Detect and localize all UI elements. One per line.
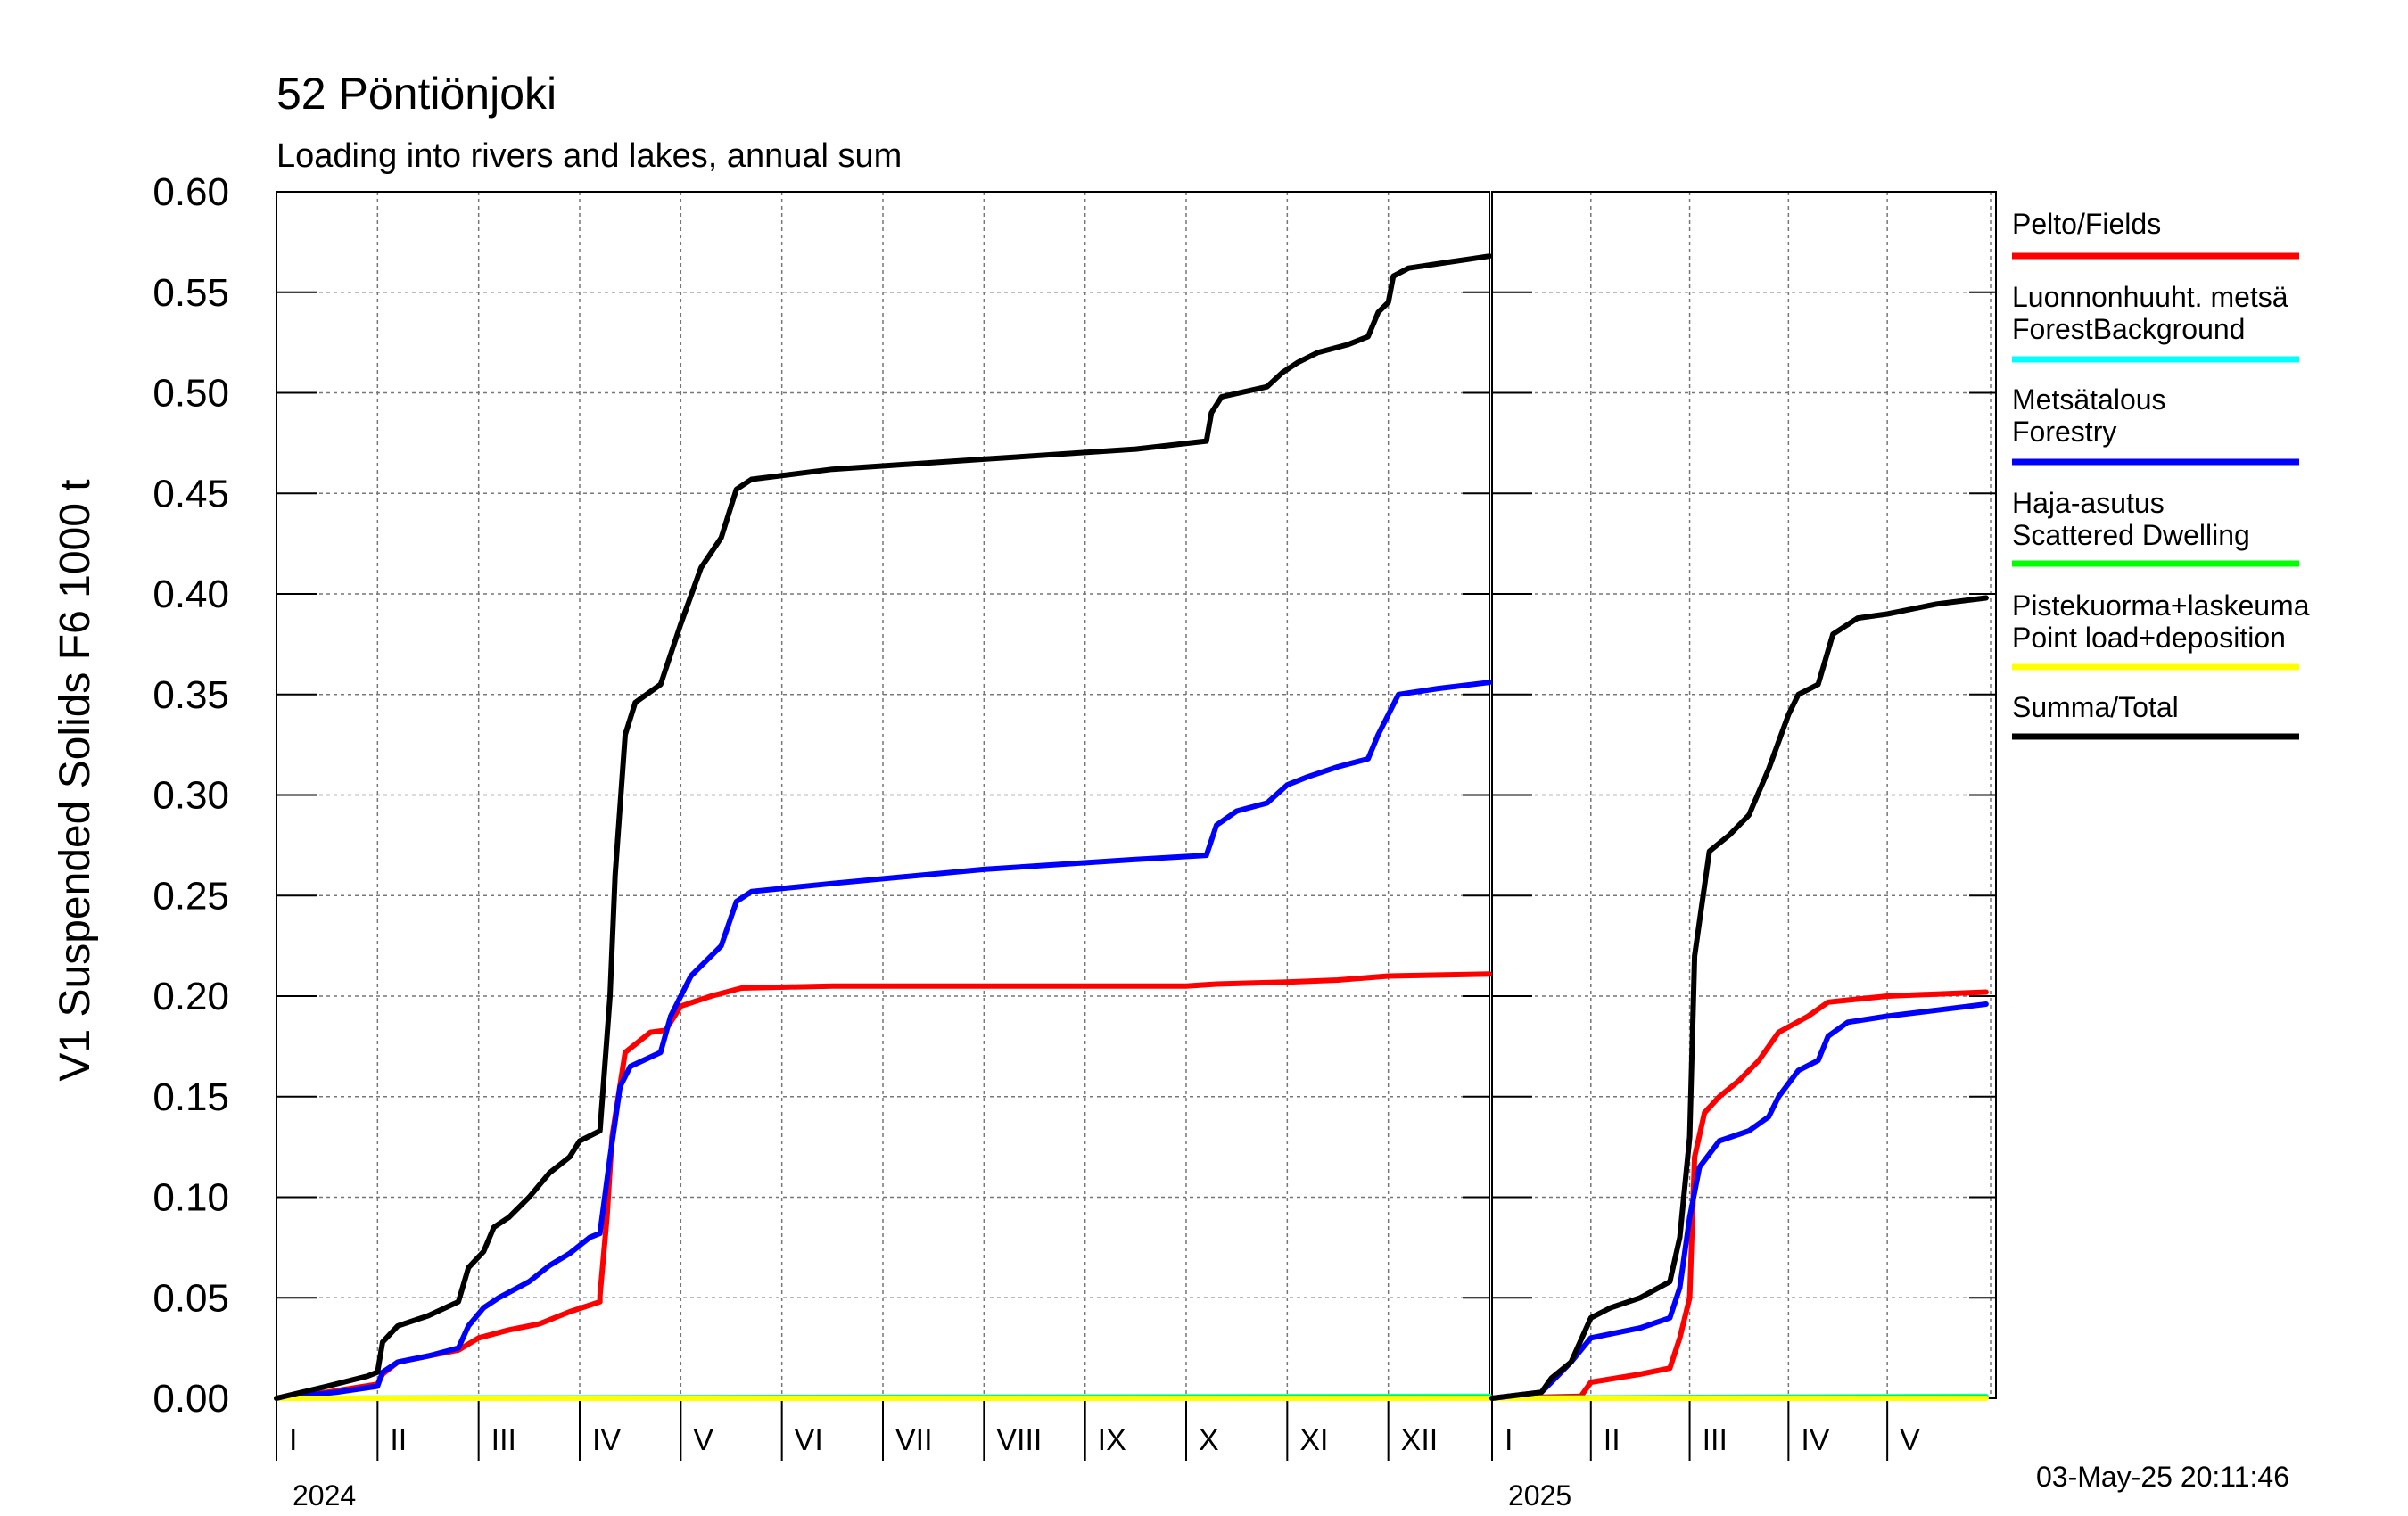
y-tick-label: 0.10 — [153, 1176, 229, 1220]
legend-label: ForestBackground — [2012, 313, 2245, 345]
month-label: VIII — [996, 1423, 1042, 1457]
timestamp: 03-May-25 20:11:46 — [2036, 1461, 2289, 1493]
y-tick-label: 0.50 — [153, 372, 229, 416]
month-label: IV — [1801, 1423, 1829, 1457]
y-tick-label: 0.20 — [153, 975, 229, 1018]
month-label: II — [390, 1423, 407, 1457]
month-label: V — [693, 1423, 713, 1457]
legend-label: Forestry — [2012, 416, 2116, 448]
legend-label: Luonnonhuuht. metsä — [2012, 281, 2288, 313]
year-label: 2024 — [293, 1479, 356, 1512]
month-label: III — [491, 1423, 516, 1457]
series-line-5-panel-1 — [1489, 595, 1989, 1401]
y-tick-label: 0.15 — [153, 1075, 229, 1119]
month-label: II — [1604, 1423, 1620, 1457]
y-tick-label: 0.40 — [153, 573, 229, 616]
y-tick-label: 0.05 — [153, 1276, 229, 1320]
year-label: 2025 — [1508, 1479, 1571, 1512]
month-label: I — [1505, 1423, 1513, 1457]
y-tick-label: 0.30 — [153, 774, 229, 818]
month-label: IV — [592, 1423, 621, 1457]
y-axis-label: V1 Suspended Solids F6 1000 t — [52, 479, 99, 1081]
legend-label: Pelto/Fields — [2012, 208, 2161, 240]
month-label: X — [1199, 1423, 1219, 1457]
month-label: VII — [895, 1423, 933, 1457]
y-tick-label: 0.00 — [153, 1377, 229, 1421]
series-layer — [274, 253, 1989, 1401]
y-tick-label: 0.45 — [153, 472, 229, 515]
y-tick-label: 0.60 — [153, 170, 229, 214]
month-label: XII — [1401, 1423, 1439, 1457]
legend-label: Haja-asutus — [2012, 487, 2165, 519]
legend-label: Point load+deposition — [2012, 622, 2286, 654]
month-label: VI — [795, 1423, 823, 1457]
month-label: III — [1703, 1423, 1728, 1457]
y-tick-label: 0.35 — [153, 673, 229, 717]
legend-label: Metsätalous — [2012, 383, 2166, 416]
legend-label: Scattered Dwelling — [2012, 519, 2250, 551]
legend-label: Summa/Total — [2012, 691, 2179, 723]
month-label: V — [1900, 1423, 1920, 1457]
chart-subtitle: Loading into rivers and lakes, annual su… — [276, 137, 902, 175]
y-tick-label: 0.25 — [153, 874, 229, 918]
legend-label: Pistekuorma+laskeuma — [2012, 589, 2310, 622]
legend: Pelto/Fields Luonnonhuuht. metsäForestBac… — [2012, 208, 2310, 740]
y-tick-label: 0.55 — [153, 271, 229, 315]
month-label: I — [289, 1423, 297, 1457]
series-line-0-panel-1 — [1489, 989, 1989, 1401]
month-label: IX — [1098, 1423, 1126, 1457]
series-line-2-panel-1 — [1489, 1001, 1989, 1401]
series-line-5-panel-0 — [274, 253, 1492, 1401]
month-label: XI — [1299, 1423, 1328, 1457]
series-line-2-panel-0 — [274, 680, 1492, 1401]
chart-title: 52 Pöntiönjoki — [276, 69, 557, 119]
